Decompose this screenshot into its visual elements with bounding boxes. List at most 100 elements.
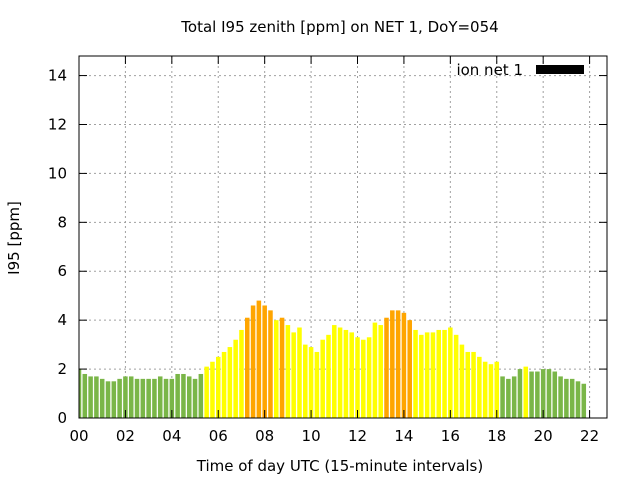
bar: [111, 381, 117, 418]
bar: [192, 378, 198, 418]
bars: [79, 300, 587, 418]
bar: [471, 351, 476, 418]
ticks: [78, 56, 607, 419]
y-tick-label: 2: [57, 360, 67, 378]
bar: [181, 373, 186, 418]
bar: [424, 332, 430, 418]
bar: [239, 329, 244, 418]
bar: [274, 320, 279, 418]
bar: [332, 325, 337, 418]
bar: [128, 376, 134, 418]
x-tick-label: 04: [162, 427, 181, 445]
bar: [575, 381, 581, 418]
bar: [477, 356, 482, 418]
x-axis-label: Time of day UTC (15-minute intervals): [196, 457, 483, 475]
bar: [355, 337, 360, 418]
bar: [256, 300, 262, 418]
y-tick-label: 8: [57, 213, 67, 231]
bar: [262, 305, 267, 418]
bar: [79, 369, 82, 418]
bar: [146, 378, 151, 418]
bar: [82, 373, 88, 418]
bar: [169, 378, 175, 418]
bar: [482, 361, 488, 418]
bar: [488, 364, 494, 418]
bar: [320, 339, 325, 418]
y-axis-label: I95 [ppm]: [5, 201, 23, 275]
bar: [221, 351, 227, 418]
bar: [349, 332, 354, 418]
bar: [546, 369, 552, 418]
bar: [250, 305, 256, 418]
bar: [245, 317, 250, 418]
bar: [99, 378, 105, 418]
x-tick-label: 22: [580, 427, 599, 445]
y-tick-label: 0: [57, 409, 67, 427]
bar: [459, 344, 465, 418]
bar: [436, 329, 441, 418]
bar: [303, 344, 308, 418]
bar: [366, 337, 372, 418]
bar: [413, 329, 418, 418]
bar: [500, 376, 505, 418]
bar: [291, 332, 296, 418]
bar: [558, 376, 563, 418]
bar: [494, 361, 500, 418]
bar: [569, 378, 575, 418]
bar: [390, 310, 395, 418]
bar: [268, 310, 273, 418]
legend-swatch: [536, 65, 584, 74]
bar: [285, 325, 291, 418]
bar: [448, 327, 453, 418]
x-tick-label: 00: [69, 427, 88, 445]
bar: [361, 339, 366, 418]
y-tick-label: 6: [57, 262, 67, 280]
bar: [442, 329, 447, 418]
bar: [134, 378, 140, 418]
x-tick-label: 06: [209, 427, 228, 445]
bar: [517, 369, 523, 418]
y-tick-labels: 0 2 4 6 8 10 12 14: [48, 67, 67, 427]
bar: [535, 371, 540, 418]
x-tick-label: 12: [348, 427, 367, 445]
bar: [430, 332, 436, 418]
bar: [210, 361, 215, 418]
bar: [564, 378, 569, 418]
bar: [581, 383, 587, 418]
bar: [506, 378, 511, 418]
bar: [343, 329, 349, 418]
bar: [378, 325, 383, 418]
bar: [407, 320, 412, 418]
x-tick-label: 10: [302, 427, 321, 445]
bar: [157, 376, 163, 418]
x-tick-label: 02: [116, 427, 135, 445]
bar: [372, 322, 378, 418]
x-tick-label: 18: [487, 427, 506, 445]
bar: [198, 373, 204, 418]
bar: [175, 373, 180, 418]
y-tick-label: 4: [57, 311, 67, 329]
bar: [465, 351, 471, 418]
x-tick-labels: 00 02 04 06 08 10 12 14 16 18 20 22: [69, 427, 599, 445]
bar: [88, 376, 93, 418]
bar: [540, 369, 546, 418]
bar: [105, 381, 111, 418]
bar: [233, 339, 238, 418]
bar: [215, 356, 221, 418]
bar: [395, 310, 401, 418]
bar: [94, 376, 99, 418]
bar: [314, 351, 320, 418]
bar: [453, 334, 459, 418]
plot-frame: [78, 55, 608, 419]
bar: [523, 366, 529, 418]
x-tick-label: 16: [441, 427, 460, 445]
bar: [279, 317, 285, 418]
bar: [401, 312, 407, 418]
bar: [337, 327, 343, 418]
legend-label: ion net 1: [456, 61, 523, 79]
bar: [152, 378, 157, 418]
y-tick-label: 12: [48, 115, 67, 133]
bar: [117, 378, 122, 418]
bar: [297, 327, 302, 418]
